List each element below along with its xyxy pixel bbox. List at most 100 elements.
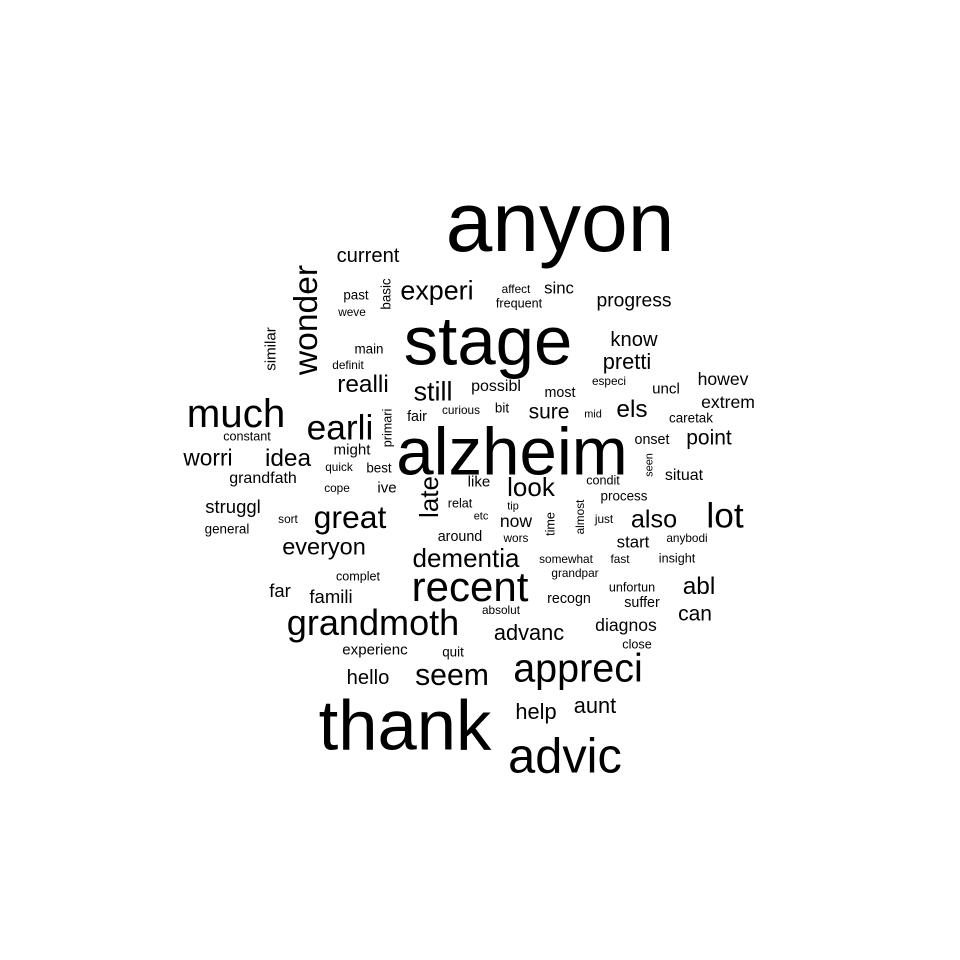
word-point: point [686,426,732,450]
word-affect: affect [501,282,531,297]
word-especi: especi [591,374,627,389]
word-earli: earli [306,408,374,448]
word-late: late [414,476,444,518]
word-weve: weve [338,305,366,320]
word-unfortun: unfortun [608,580,656,595]
word-also: also [630,505,678,534]
word-time: time [543,512,558,536]
word-onset: onset [634,431,670,448]
word-condit: condit [586,473,620,488]
word-best: best [366,460,392,476]
word-stage: stage [403,302,573,380]
word-recent: recent [411,563,529,610]
word-ive: ive [377,479,397,497]
word-most: most [544,384,576,401]
word-seem: seem [415,658,489,692]
word-bit: bit [494,400,510,416]
word-anybodi: anybodi [666,531,708,546]
word-general: general [204,521,250,537]
word-definit: definit [332,358,364,373]
word-anyon: anyon [445,175,675,269]
word-like: like [467,473,491,491]
word-lot: lot [706,496,744,536]
word-diagnos: diagnos [595,615,657,636]
word-just: just [594,512,614,527]
word-wors: wors [503,531,529,546]
word-experi: experi [400,275,474,306]
word-realli: realli [337,370,389,398]
word-process: process [600,488,648,504]
word-advic: advic [508,729,622,784]
word-appreci: appreci [513,646,643,691]
word-somewhat: somewhat [539,552,593,567]
word-thank: thank [318,685,492,765]
word-frequent: frequent [495,296,543,311]
word-abl: abl [682,572,716,600]
word-etc: etc [473,510,489,523]
word-dementia: dementia [412,543,520,573]
word-constant: constant [223,429,271,444]
word-similar: similar [262,327,280,371]
word-primari: primari [380,408,395,448]
word-hello: hello [346,666,390,689]
word-relat: relat [447,496,473,511]
word-seen: seen [643,453,656,477]
word-uncl: uncl [652,380,680,398]
word-experienc: experienc [342,641,408,659]
word-know: know [610,328,658,351]
word-aunt: aunt [573,693,617,719]
word-idea: idea [264,444,312,472]
word-els: els [616,395,648,423]
word-complet: complet [335,569,381,584]
word-worri: worri [183,444,233,471]
word-tip: tip [507,500,519,513]
word-famili: famili [309,585,353,607]
word-fast: fast [610,552,630,567]
word-far: far [269,579,291,601]
word-sort: sort [278,512,298,527]
word-possibl: possibl [471,378,521,395]
word-extrem: extrem [701,392,755,413]
word-suffer: suffer [624,594,660,611]
word-absolut: absolut [481,603,521,618]
word-alzheim: alzheim [396,414,628,490]
word-great: great [313,499,387,536]
word-still: still [413,376,453,407]
word-howev: howev [697,369,749,390]
word-look: look [507,472,555,502]
word-quit: quit [442,644,464,660]
word-pretti: pretti [602,349,652,375]
word-fair: fair [407,408,427,425]
word-main: main [354,341,384,357]
word-mid: mid [584,408,602,421]
word-start: start [616,532,650,552]
word-recogn: recogn [547,590,591,607]
word-can: can [678,602,712,626]
word-curious: curious [441,403,481,418]
word-current: current [336,244,400,267]
word-grandpar: grandpar [551,566,599,581]
word-sure: sure [528,400,570,424]
word-grandmoth: grandmoth [286,601,460,643]
word-situat: situat [664,467,704,484]
word-advanc: advanc [493,620,565,646]
word-basic: basic [378,278,394,310]
word-progress: progress [596,290,672,312]
word-wonder: wonder [288,264,326,376]
word-help: help [515,699,557,725]
word-insight: insight [658,551,696,566]
word-grandfath: grandfath [229,470,297,487]
word-struggl: struggl [205,495,261,517]
word-sinc: sinc [544,278,574,298]
word-around: around [437,528,483,545]
word-cope: cope [324,481,350,496]
word-quick: quick [325,460,353,475]
word-past: past [343,287,369,303]
word-close: close [622,637,652,652]
word-now: now [499,511,533,532]
word-much: much [186,390,286,436]
word-might: might [333,441,371,459]
word-almost: almost [573,499,588,535]
word-caretak: caretak [669,410,713,426]
